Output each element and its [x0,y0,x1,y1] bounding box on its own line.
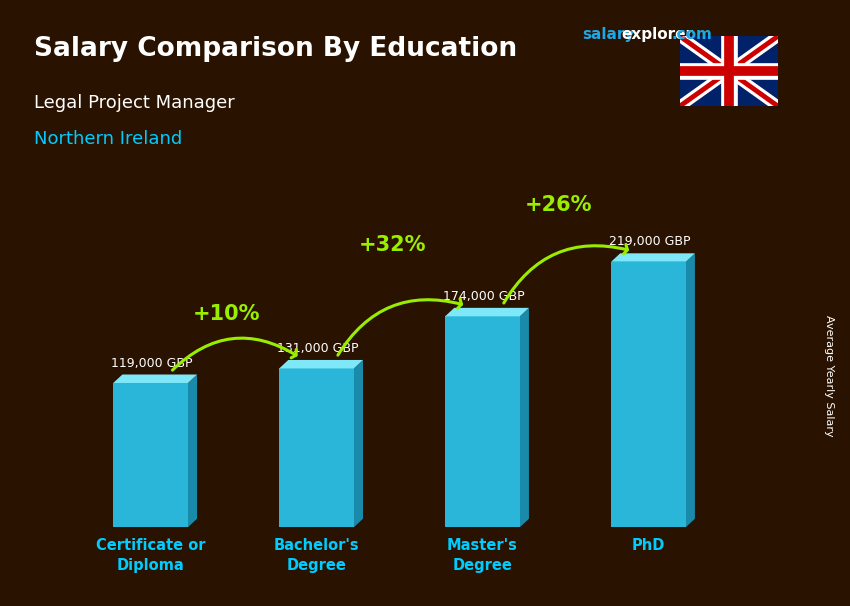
Polygon shape [445,308,529,316]
Text: Salary Comparison By Education: Salary Comparison By Education [34,36,517,62]
Polygon shape [279,368,354,527]
Polygon shape [279,360,363,368]
Polygon shape [113,375,197,383]
Polygon shape [445,316,520,527]
Text: Legal Project Manager: Legal Project Manager [34,94,235,112]
Text: .com: .com [672,27,712,42]
Text: explorer: explorer [621,27,694,42]
Text: +26%: +26% [525,195,592,215]
Text: 131,000 GBP: 131,000 GBP [277,342,359,355]
Polygon shape [113,383,188,527]
Text: salary: salary [582,27,635,42]
Text: +10%: +10% [193,304,261,324]
Polygon shape [611,262,686,527]
Polygon shape [354,360,363,527]
Polygon shape [686,253,695,527]
Text: +32%: +32% [359,235,427,255]
Text: 174,000 GBP: 174,000 GBP [444,290,525,303]
Polygon shape [520,308,529,527]
Polygon shape [611,253,695,262]
Polygon shape [188,375,197,527]
Text: 119,000 GBP: 119,000 GBP [111,357,193,370]
Text: 219,000 GBP: 219,000 GBP [609,236,691,248]
Text: Northern Ireland: Northern Ireland [34,130,182,148]
Text: Average Yearly Salary: Average Yearly Salary [824,315,834,436]
